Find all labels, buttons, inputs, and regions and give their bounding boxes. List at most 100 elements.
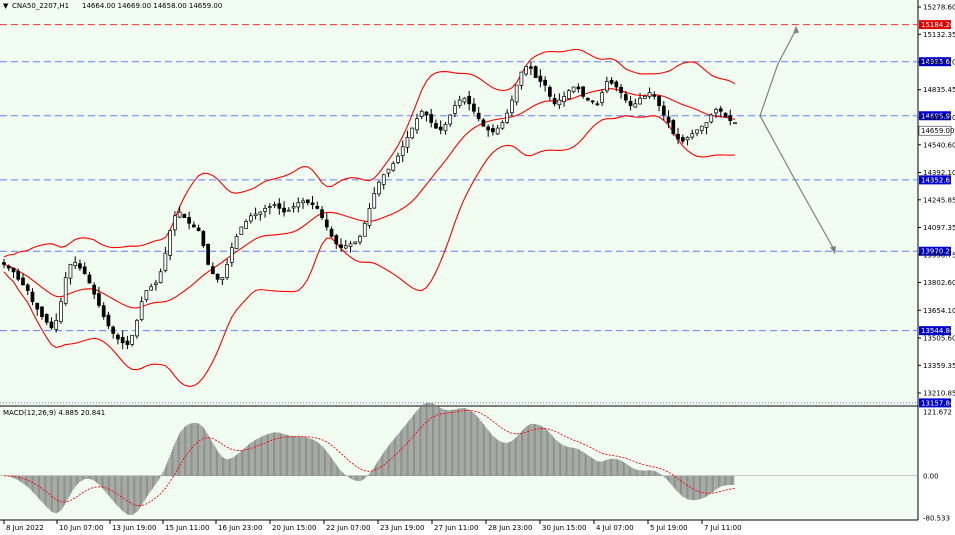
- candle-body: [723, 112, 728, 118]
- candle-body: [282, 207, 286, 213]
- candle-body: [130, 334, 135, 345]
- candle-body: [571, 86, 576, 92]
- symbol-label: CNA50_2207,H1: [12, 2, 69, 10]
- candle-body: [581, 86, 585, 97]
- candle-body: [301, 200, 305, 204]
- candle-body: [733, 122, 737, 125]
- candle-body: [182, 213, 187, 219]
- candle-body: [149, 286, 153, 291]
- candle-body: [704, 122, 709, 128]
- arrow-down-head-icon: [830, 246, 836, 255]
- candle-body: [457, 99, 462, 106]
- y-tick-label: 14540.60: [923, 141, 955, 149]
- candle-body: [35, 302, 40, 310]
- level-price-label: 13544.84: [921, 327, 955, 335]
- candle-body: [462, 97, 467, 103]
- candle-body: [614, 81, 619, 88]
- candle-body: [685, 137, 690, 141]
- candle-body: [505, 112, 510, 123]
- candle-body: [101, 305, 106, 317]
- candle-body: [253, 213, 258, 216]
- level-price-box: [919, 175, 951, 185]
- arrow-up-line: [759, 29, 797, 116]
- candle-body: [196, 227, 201, 232]
- candle-body: [125, 340, 130, 345]
- level-price-label: 14695.99: [921, 112, 954, 120]
- level-price-label: 13970.21: [921, 248, 954, 256]
- level-lines: 15184.26 14985.62 14695.99 14352.61 13970.21…: [0, 20, 955, 408]
- candle-body: [367, 207, 372, 226]
- candle-body: [353, 241, 358, 244]
- current-price-box: [918, 125, 952, 136]
- candle-body: [97, 293, 101, 306]
- macd-tick-label: -80.533: [923, 515, 950, 523]
- level-price-label: 14352.61: [921, 176, 954, 184]
- candle-body: [30, 291, 35, 303]
- x-tick-label: 10 Jun 07:00: [59, 524, 103, 532]
- candle-body: [476, 112, 481, 120]
- candle-body: [538, 75, 543, 82]
- candle-body: [78, 263, 82, 269]
- candle-body: [158, 271, 163, 283]
- candle-body: [220, 277, 225, 281]
- macd-panel-bg: [0, 407, 918, 520]
- candle-body: [225, 264, 229, 278]
- candle-body: [248, 215, 253, 222]
- candle-body: [600, 92, 604, 103]
- x-tick-label: 7 Jul 11:00: [704, 524, 742, 532]
- candle-body: [244, 221, 248, 229]
- candle-body: [699, 125, 704, 131]
- candle-body: [609, 79, 614, 84]
- band-lower: [3, 115, 736, 387]
- candle-body: [44, 314, 49, 323]
- candle-body: [400, 146, 405, 156]
- x-tick-label: 16 Jun 23:00: [218, 524, 262, 532]
- candle-body: [386, 168, 391, 174]
- candle-body: [666, 116, 671, 123]
- x-tick-label: 30 Jun 15:00: [542, 524, 586, 532]
- macd-tick-label: 0.00: [923, 472, 939, 480]
- y-tick-label: 13654.10: [923, 307, 955, 315]
- candle-body: [405, 137, 410, 148]
- y-tick-label: 14687.20: [923, 114, 955, 122]
- x-tick-label: 22 Jun 07:00: [326, 524, 370, 532]
- level-price-label: 14985.62: [921, 58, 954, 66]
- candle-body: [434, 123, 438, 129]
- candle-body: [329, 228, 334, 237]
- forecast-arrows: [759, 25, 836, 255]
- candle-body: [680, 137, 685, 142]
- macd-tick-label: 121.672: [923, 409, 952, 417]
- candle-body: [628, 101, 633, 107]
- y-tick-label: 13505.60: [923, 334, 955, 342]
- level-price-box: [919, 111, 951, 121]
- level-price-box: [919, 20, 951, 30]
- candle-body: [192, 224, 196, 228]
- candle-body: [173, 215, 177, 231]
- candle-body: [163, 252, 168, 271]
- candle-body: [339, 244, 343, 248]
- candle-body: [448, 114, 453, 125]
- dropdown-triangle-icon[interactable]: ▼: [3, 2, 9, 10]
- candle-body: [229, 247, 234, 263]
- time-axis: 8 Jun 2022 10 Jun 07:00 13 Jun 19:00 15 Jun…: [3, 520, 742, 532]
- candle-body: [177, 211, 182, 218]
- candle-body: [429, 114, 434, 123]
- candle-body: [438, 126, 443, 131]
- candle-body: [11, 267, 16, 273]
- candle-body: [604, 81, 609, 92]
- macd-label: MACD(12,26,9) 4.885 20.841: [3, 409, 105, 417]
- candle-body: [419, 110, 424, 117]
- candle-body: [377, 181, 381, 195]
- candle-body: [59, 301, 63, 322]
- candle-body: [714, 109, 718, 114]
- candle-body: [576, 86, 581, 90]
- candle-body: [510, 99, 514, 114]
- y-tick-label: 13950.75: [923, 251, 955, 259]
- candle-body: [68, 264, 73, 279]
- candle-body: [557, 99, 562, 106]
- candle-body: [315, 205, 320, 209]
- candle-body: [358, 236, 362, 243]
- candle-body: [661, 105, 666, 116]
- candle-body: [391, 163, 396, 171]
